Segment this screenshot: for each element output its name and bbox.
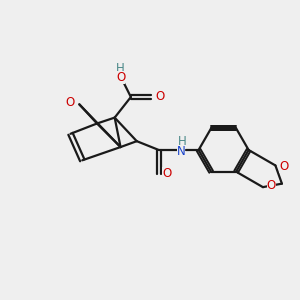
Text: O: O: [163, 167, 172, 180]
Text: O: O: [116, 71, 125, 84]
Text: H: H: [116, 61, 125, 75]
Text: O: O: [279, 160, 288, 173]
Text: N: N: [176, 145, 185, 158]
Text: O: O: [266, 179, 276, 192]
Text: O: O: [65, 96, 74, 110]
Text: H: H: [178, 135, 187, 148]
Text: O: O: [155, 91, 164, 103]
